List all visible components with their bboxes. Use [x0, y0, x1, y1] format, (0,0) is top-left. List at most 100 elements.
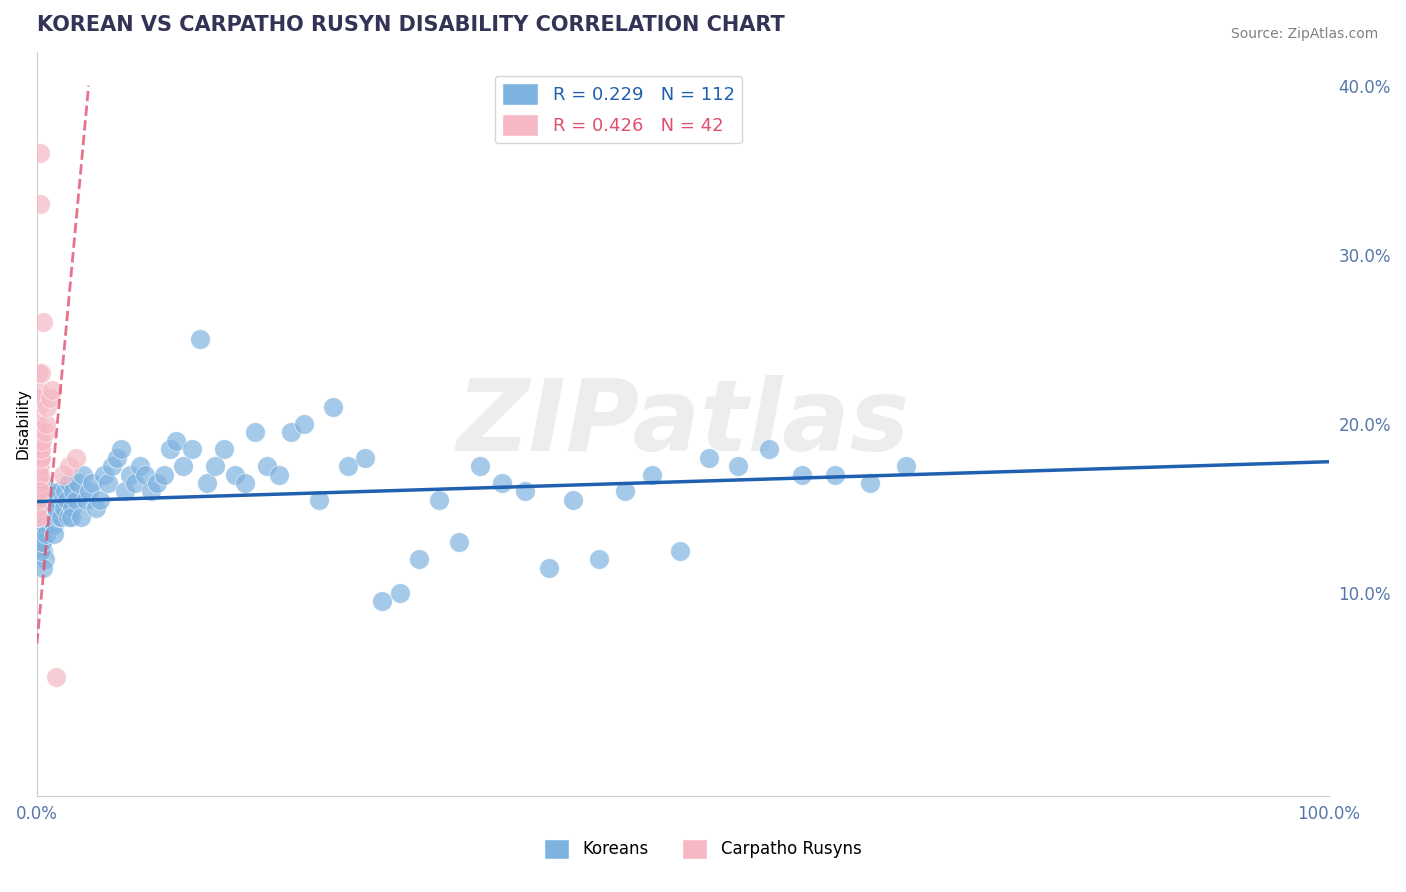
Point	[280, 425, 302, 440]
Point	[613, 484, 636, 499]
Point	[31, 509, 53, 524]
Point	[65, 492, 87, 507]
Point	[34, 425, 56, 440]
Point	[31, 501, 53, 516]
Point	[31, 535, 53, 549]
Point	[46, 492, 69, 507]
Point	[129, 458, 152, 473]
Point	[27, 458, 49, 473]
Point	[27, 467, 49, 482]
Point	[371, 594, 394, 608]
Legend: Koreans, Carpatho Rusyns: Koreans, Carpatho Rusyns	[538, 832, 868, 866]
Point	[34, 492, 56, 507]
Point	[42, 526, 65, 541]
Point	[758, 442, 780, 457]
Point	[204, 458, 226, 473]
Point	[408, 552, 430, 566]
Point	[32, 560, 55, 574]
Point	[28, 484, 51, 499]
Point	[181, 442, 204, 457]
Point	[245, 425, 267, 440]
Point	[58, 475, 80, 490]
Point	[214, 442, 236, 457]
Point	[27, 458, 49, 473]
Point	[35, 417, 58, 431]
Point	[59, 509, 82, 524]
Point	[32, 475, 55, 490]
Point	[449, 535, 471, 549]
Point	[45, 501, 67, 516]
Point	[124, 475, 146, 490]
Point	[58, 458, 80, 473]
Point	[28, 518, 51, 533]
Point	[159, 442, 181, 457]
Point	[114, 484, 136, 499]
Point	[27, 392, 49, 406]
Point	[37, 484, 59, 499]
Legend: R = 0.229   N = 112, R = 0.426   N = 42: R = 0.229 N = 112, R = 0.426 N = 42	[495, 76, 742, 144]
Point	[28, 197, 51, 211]
Point	[118, 467, 141, 482]
Point	[27, 484, 49, 499]
Point	[30, 492, 52, 507]
Text: KOREAN VS CARPATHO RUSYN DISABILITY CORRELATION CHART: KOREAN VS CARPATHO RUSYN DISABILITY CORR…	[37, 15, 785, 35]
Point	[27, 400, 49, 414]
Point	[77, 484, 100, 499]
Point	[146, 475, 169, 490]
Point	[27, 501, 49, 516]
Point	[27, 509, 49, 524]
Point	[35, 526, 58, 541]
Point	[188, 332, 211, 346]
Point	[44, 509, 66, 524]
Point	[31, 434, 53, 448]
Point	[859, 475, 882, 490]
Point	[51, 509, 73, 524]
Point	[34, 509, 56, 524]
Point	[32, 543, 55, 558]
Point	[27, 383, 49, 397]
Point	[30, 366, 52, 380]
Point	[27, 492, 49, 507]
Point	[267, 467, 290, 482]
Point	[55, 492, 77, 507]
Point	[52, 492, 75, 507]
Point	[27, 492, 49, 507]
Point	[41, 383, 63, 397]
Point	[491, 475, 513, 490]
Point	[93, 467, 115, 482]
Point	[60, 501, 83, 516]
Point	[322, 400, 344, 414]
Point	[34, 501, 56, 516]
Point	[152, 467, 174, 482]
Point	[27, 475, 49, 490]
Point	[38, 392, 60, 406]
Point	[67, 475, 90, 490]
Text: ZIPatlas: ZIPatlas	[457, 376, 910, 472]
Point	[45, 670, 67, 684]
Point	[308, 492, 330, 507]
Point	[139, 484, 162, 499]
Point	[101, 458, 124, 473]
Point	[256, 458, 278, 473]
Point	[34, 552, 56, 566]
Point	[35, 509, 58, 524]
Point	[27, 417, 49, 431]
Point	[669, 543, 692, 558]
Point	[32, 492, 55, 507]
Point	[52, 467, 75, 482]
Point	[97, 475, 120, 490]
Point	[292, 417, 315, 431]
Point	[28, 442, 51, 457]
Point	[62, 484, 84, 499]
Point	[354, 450, 377, 465]
Point	[28, 467, 51, 482]
Point	[427, 492, 450, 507]
Point	[30, 543, 52, 558]
Point	[224, 467, 246, 482]
Point	[27, 509, 49, 524]
Point	[35, 509, 58, 524]
Point	[824, 467, 846, 482]
Point	[105, 450, 128, 465]
Point	[53, 484, 76, 499]
Text: Source: ZipAtlas.com: Source: ZipAtlas.com	[1230, 27, 1378, 41]
